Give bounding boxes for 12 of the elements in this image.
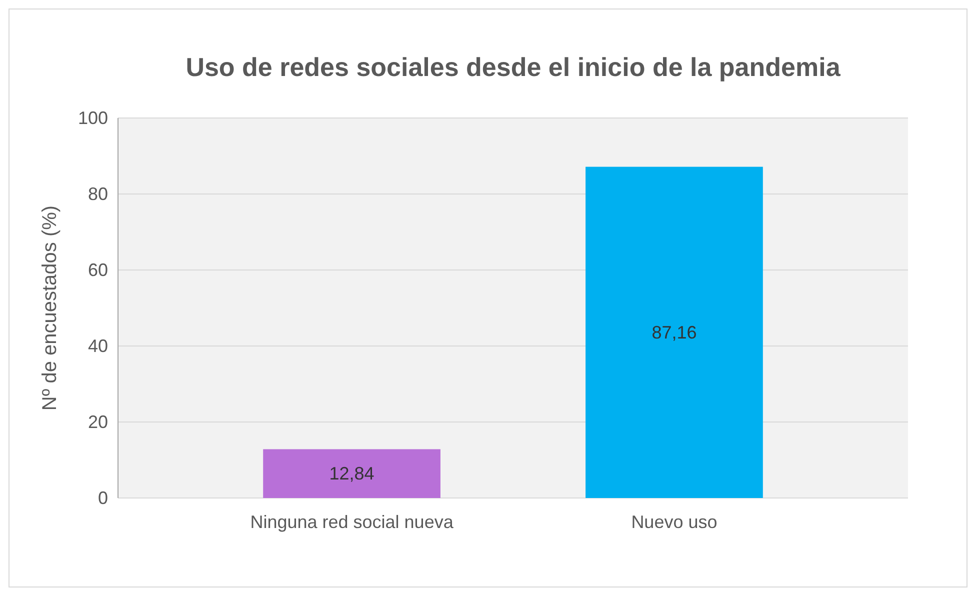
y-tick-label: 80 <box>88 184 108 204</box>
data-label: 12,84 <box>329 464 374 484</box>
data-label: 87,16 <box>652 322 697 342</box>
y-tick-label: 40 <box>88 336 108 356</box>
chart-title: Uso de redes sociales desde el inicio de la pandemia <box>186 52 841 82</box>
y-tick-label: 0 <box>98 488 108 508</box>
y-axis-title: Nº de encuestados (%) <box>39 205 61 411</box>
y-tick-label: 60 <box>88 260 108 280</box>
y-tick-label: 20 <box>88 412 108 432</box>
x-tick-label: Ninguna red social nueva <box>250 512 454 532</box>
x-tick-label: Nuevo uso <box>631 512 718 532</box>
y-tick-label: 100 <box>78 108 108 128</box>
